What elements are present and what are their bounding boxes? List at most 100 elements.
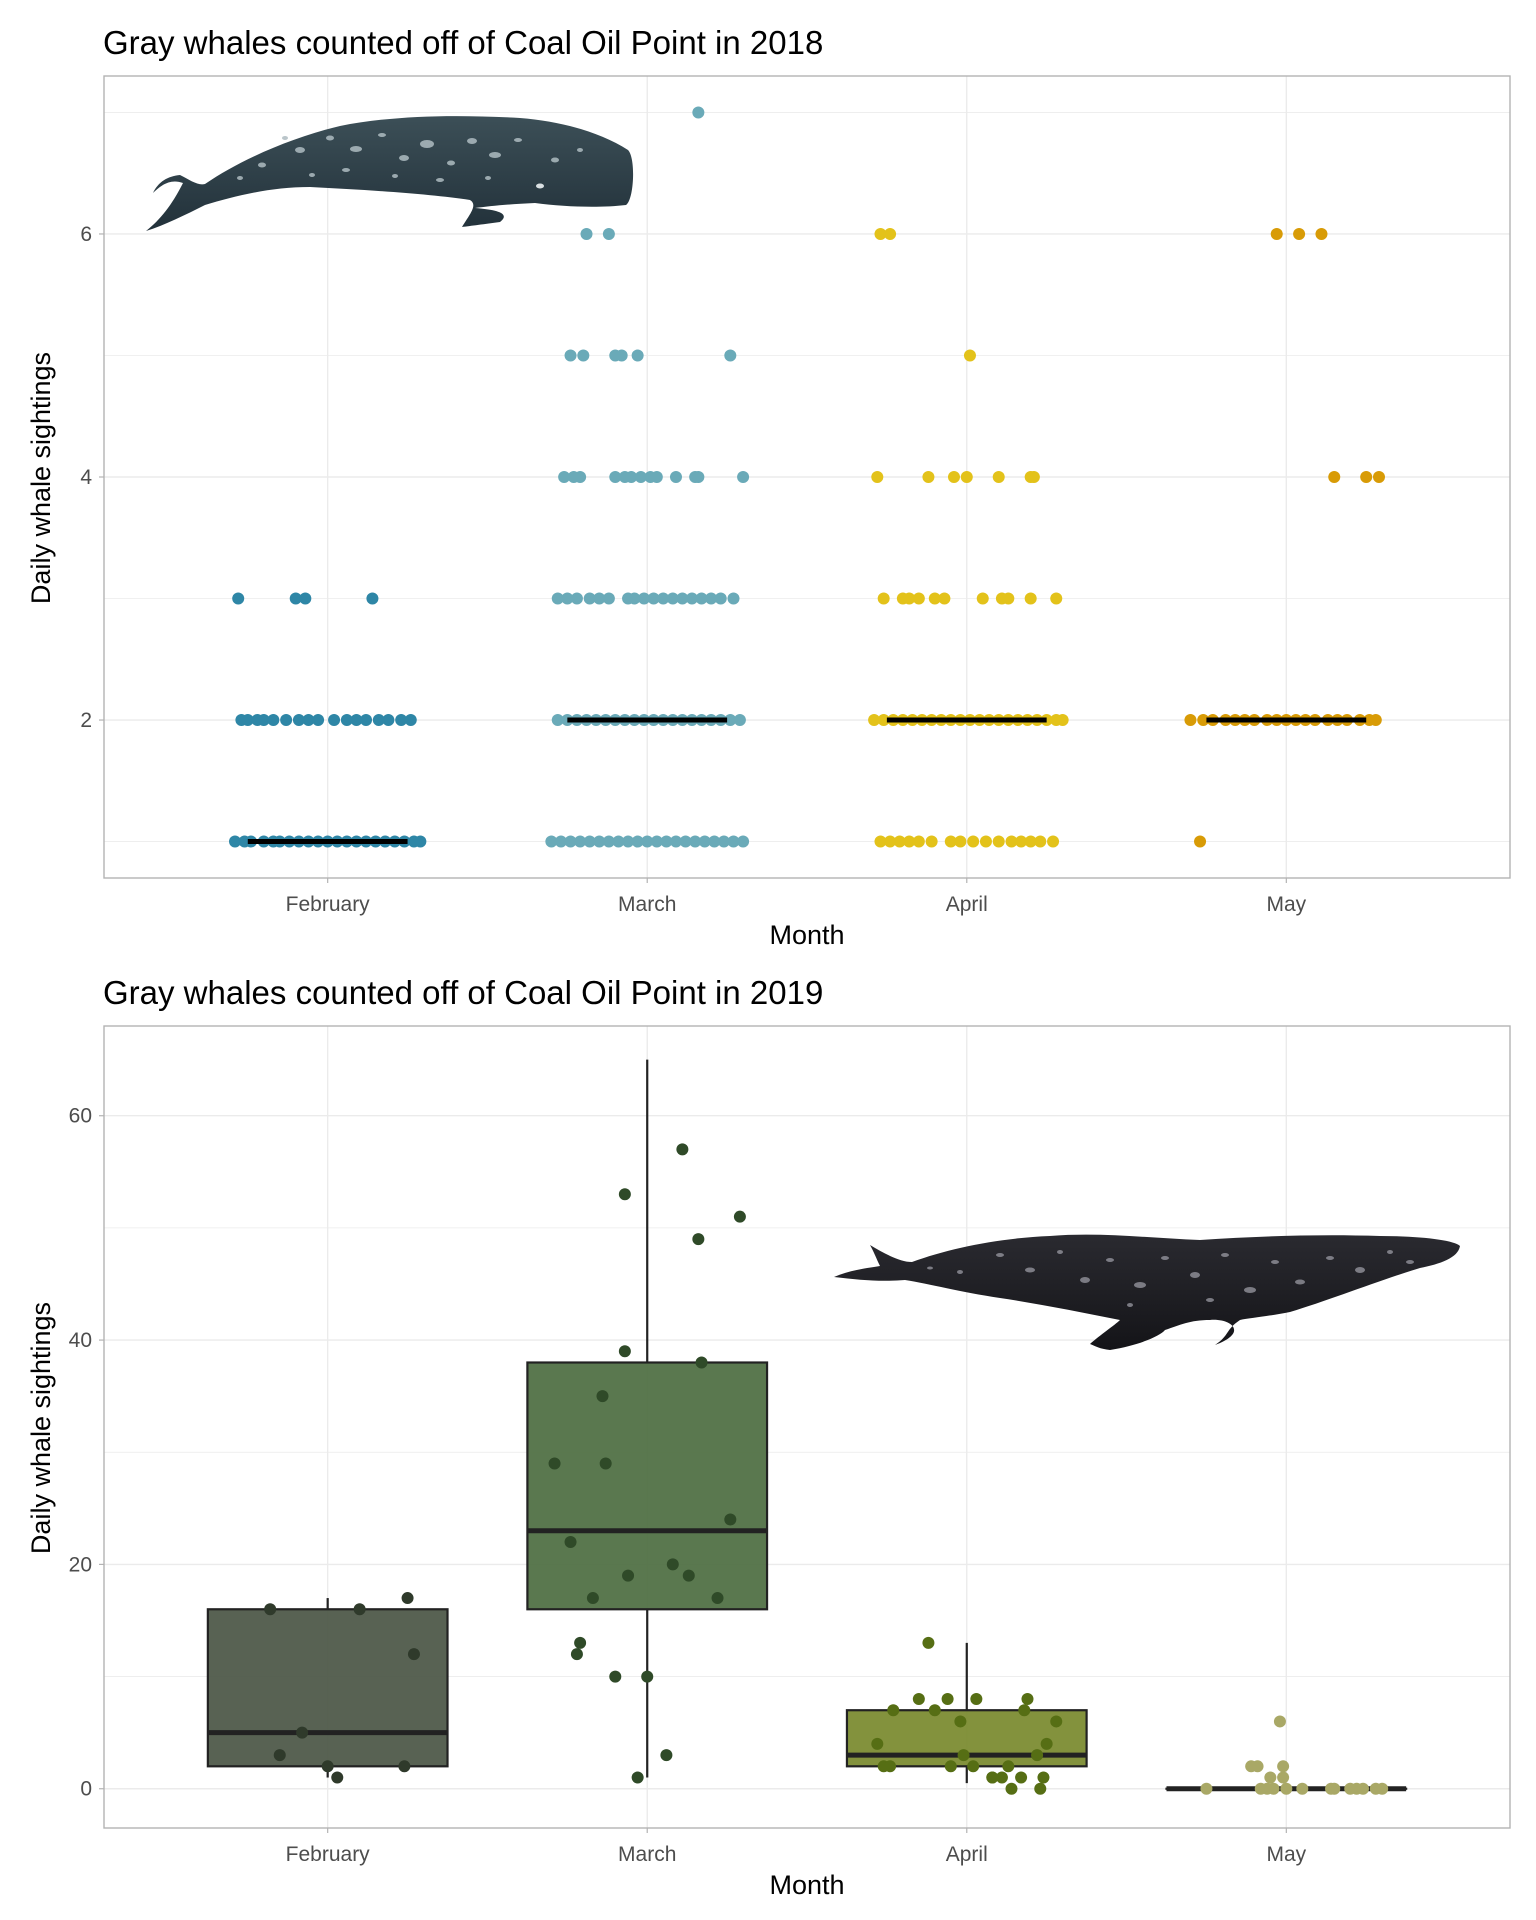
data-point — [554, 835, 567, 848]
chart-title-2018: Gray whales counted off of Coal Oil Poin… — [103, 24, 823, 61]
x-axis-title-2018: Month — [769, 920, 844, 950]
data-point — [264, 1603, 277, 1616]
data-point — [1200, 1782, 1213, 1795]
data-point — [599, 1457, 612, 1470]
data-point — [564, 349, 577, 362]
data-point — [631, 1771, 644, 1784]
data-point — [551, 592, 564, 605]
series-may — [1200, 1715, 1389, 1795]
data-point — [602, 592, 615, 605]
data-point — [558, 471, 571, 483]
data-point — [414, 835, 427, 848]
data-point — [1293, 227, 1306, 240]
data-point — [574, 1636, 587, 1649]
x-tick-label-february: February — [286, 893, 371, 916]
data-point — [353, 1603, 366, 1616]
data-point — [871, 471, 884, 483]
data-point — [602, 227, 615, 240]
data-point — [622, 835, 635, 848]
box-body — [526, 1361, 769, 1611]
data-point — [689, 835, 702, 848]
data-point — [1031, 1749, 1044, 1762]
data-point — [874, 227, 887, 240]
data-point — [903, 592, 916, 605]
data-point — [299, 592, 312, 605]
x-tick-label-february: February — [286, 1843, 371, 1866]
data-point — [1056, 714, 1069, 727]
data-point — [708, 835, 721, 848]
data-point — [676, 592, 689, 605]
data-point — [1267, 1782, 1280, 1795]
data-point — [692, 471, 705, 483]
gray-whale-illustration-2019 — [834, 1234, 1460, 1350]
data-point — [970, 1693, 983, 1706]
data-point — [724, 1513, 737, 1526]
data-point — [1034, 1782, 1047, 1795]
data-point — [1328, 471, 1341, 483]
series-march — [548, 1143, 746, 1784]
data-point — [733, 714, 746, 727]
y-tick-label: 2 — [80, 709, 92, 732]
data-point — [273, 1749, 286, 1762]
data-point — [995, 1771, 1008, 1784]
data-point — [647, 592, 660, 605]
data-point — [698, 835, 711, 848]
data-point — [868, 714, 881, 727]
data-point — [912, 1693, 925, 1706]
data-point — [634, 471, 647, 483]
data-point — [360, 714, 373, 727]
x-tick-label-april: April — [946, 1843, 988, 1866]
data-point — [1328, 1782, 1341, 1795]
data-point — [232, 592, 245, 605]
y-tick-label: 40 — [69, 1329, 92, 1352]
data-point — [1027, 471, 1040, 483]
data-point — [631, 349, 644, 362]
data-point — [692, 1233, 705, 1246]
box-february — [206, 1598, 449, 1778]
data-point — [685, 592, 698, 605]
data-point — [631, 835, 644, 848]
data-point — [925, 835, 938, 848]
data-point — [877, 714, 890, 727]
data-point — [660, 835, 673, 848]
data-point — [727, 592, 740, 605]
data-point — [1360, 471, 1373, 483]
data-point — [551, 714, 564, 727]
data-point — [257, 714, 270, 727]
data-point — [615, 349, 628, 362]
data-point — [1372, 471, 1385, 483]
data-point — [724, 349, 737, 362]
data-point — [1018, 1704, 1031, 1717]
data-point — [922, 471, 935, 483]
chart-panel-2019: Gray whales counted off of Coal Oil Poin… — [26, 974, 1511, 1900]
data-point — [404, 714, 417, 727]
data-point — [622, 1569, 635, 1582]
chart-title-2019: Gray whales counted off of Coal Oil Poin… — [103, 974, 823, 1011]
data-point — [321, 1760, 334, 1773]
data-point — [1369, 714, 1382, 727]
data-point — [1315, 227, 1328, 240]
data-point — [1197, 714, 1210, 727]
data-point — [1357, 1782, 1370, 1795]
data-point — [944, 835, 957, 848]
data-point — [657, 592, 670, 605]
data-point — [912, 835, 925, 848]
data-point — [586, 1592, 599, 1605]
data-point — [593, 835, 606, 848]
data-point — [941, 1693, 954, 1706]
data-point — [1050, 592, 1063, 605]
data-point — [241, 714, 254, 727]
box-march — [526, 1059, 769, 1778]
x-axis-title-2019: Month — [769, 1870, 844, 1900]
data-point — [302, 714, 315, 727]
data-point — [609, 1670, 622, 1683]
panel-border — [103, 75, 1511, 879]
y-axis-title-2018: Daily whale sightings — [26, 352, 56, 604]
data-point — [682, 1569, 695, 1582]
data-point — [548, 1457, 561, 1470]
data-point — [609, 471, 622, 483]
data-point — [340, 714, 353, 727]
data-point — [570, 1648, 583, 1661]
data-point — [564, 1535, 577, 1548]
